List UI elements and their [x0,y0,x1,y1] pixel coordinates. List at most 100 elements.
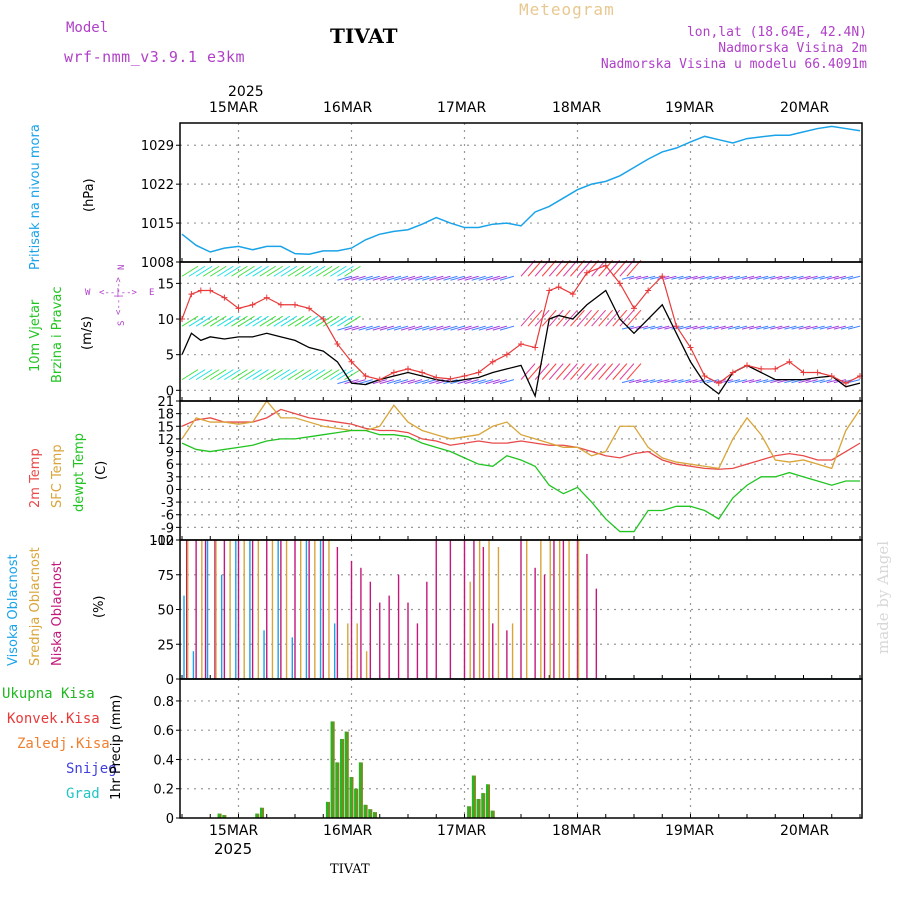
wind-barb [209,265,227,277]
wind-barb [812,379,825,384]
wind-barb [301,369,319,381]
gust-marker [631,305,637,312]
gust-marker [419,369,426,376]
wind-barb [619,363,635,380]
wind-barb [499,379,515,385]
panel-frame [179,678,863,819]
wind-barb [478,325,493,331]
wind-barb [706,325,719,330]
gust-marker [348,358,355,365]
y-tick-label: 0.6 [153,724,174,739]
wind-barb [541,309,557,327]
wind-barb [763,379,776,384]
wind-barb [358,275,373,281]
wind-barb [706,379,719,384]
y-tick-label: 0 [166,384,174,399]
precip-total-bar [476,798,479,818]
wind-barb [372,325,387,331]
wind-barb [777,325,790,330]
wind-barb [238,265,255,277]
wind-barb [847,379,861,384]
wind-barb [628,379,642,384]
wind-barb [217,369,234,381]
wind-barb [308,265,326,277]
precip-total-bar [255,813,258,818]
wind-barb [548,363,564,380]
wind-barb [238,369,255,381]
wind-barb [386,379,402,385]
wind-barb [393,379,409,385]
precip-total-bar [471,775,474,818]
gust-marker [532,344,539,351]
gust-marker [583,269,590,276]
wind-barb [805,275,818,280]
gust-marker [292,301,298,308]
bottom-year: 2025 [214,840,253,858]
wind-barb [833,325,846,330]
gust-marker [569,291,576,298]
y-tick-label: 100 [149,534,174,549]
wind-barb [231,369,248,381]
footer-station: TIVAT [330,862,370,877]
precip-total-bar [373,812,376,818]
wind-barb [541,363,557,380]
wind-barb [562,259,578,277]
wind-barb [713,275,726,280]
gust-marker [362,373,369,380]
wind-barb [224,265,241,277]
wind-barb [308,315,326,327]
bottom-day-2: 17MAR [437,823,487,839]
wind-barb [379,379,395,385]
precip-legend-graupel: Grad [66,786,100,802]
wind-barb [457,325,472,331]
wind-barb [280,315,298,327]
precip-total-bar [330,721,333,818]
wind-barb [492,275,508,281]
wind-barb [195,315,213,327]
wind-barb [555,309,571,327]
wind-barb [598,309,614,327]
wind-barb [436,325,451,331]
wind-barb [415,275,430,281]
wind-barb [534,363,550,380]
temp-sfc-line [181,399,861,470]
wind-barb [252,315,269,327]
wind-barb [678,379,691,384]
wind-barb [570,363,585,380]
wind-barb [734,325,748,330]
wind-barb [570,259,585,277]
gust-marker [828,373,835,380]
wind-barb [407,325,423,331]
wind-barb [344,379,359,385]
wind-barb [770,275,783,280]
wind-barb [819,275,832,280]
wind-barb [315,265,333,277]
wind-barb [685,275,698,280]
wind-barb [577,309,592,327]
wind-barb [231,315,248,327]
wind-barb [591,309,607,327]
gust-marker [758,365,765,372]
wind-barb [393,275,409,281]
gust-marker [475,369,482,376]
wind-barb [628,325,642,330]
top-day-1: 16MAR [323,100,373,116]
y-tick-label: 0.4 [153,753,174,768]
wind-barb [847,325,861,330]
wind-barb [520,309,536,327]
wind-barb [259,369,276,381]
y-tick-label: 6 [166,458,174,473]
wind-barb [344,275,359,281]
wind-barb [727,379,741,384]
y-tick-label: 0 [166,812,174,827]
precip-total-bar [363,804,366,818]
wind-barb [231,265,248,277]
gust-marker [729,369,736,376]
precip-total-bar [325,801,328,818]
y-tick-label: 1008 [141,256,174,271]
compass-w: W [85,288,91,298]
wind-barb [605,259,621,277]
wind-barb [692,275,705,280]
wind-barb [621,275,635,280]
precip-legend-total: Ukupna Kisa [2,686,95,702]
